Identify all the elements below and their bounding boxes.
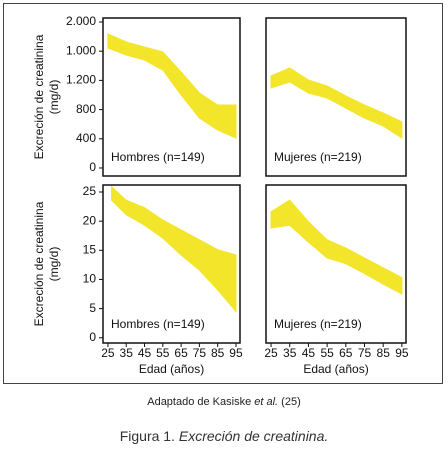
x-tick-label: 45	[138, 346, 152, 360]
x-tick-label: 25	[264, 346, 278, 360]
y-tick-label: 1.200	[66, 73, 96, 87]
plot-frame	[102, 17, 241, 177]
x-tick-label: 75	[358, 346, 372, 360]
panel-label: Mujeres (n=219)	[274, 150, 362, 164]
y-axis-label: (mg/d)	[47, 247, 61, 282]
x-axis-label: Edad (años)	[139, 362, 204, 376]
range-band	[111, 185, 237, 313]
plot-frame	[102, 184, 241, 344]
x-tick-label: 95	[229, 346, 243, 360]
y-tick-label: 25	[83, 184, 97, 198]
x-tick-label: 95	[395, 346, 409, 360]
y-axis-label: Excreción de creatinina	[32, 201, 46, 326]
y-axis-label: Excreción de creatinina	[32, 34, 46, 159]
range-band	[107, 33, 237, 139]
x-tick-label: 85	[377, 346, 391, 360]
y-tick-label: 15	[83, 242, 97, 256]
x-axis-label: Edad (años)	[303, 362, 368, 376]
plot-frame	[265, 17, 407, 177]
x-tick-label: 45	[302, 346, 316, 360]
x-tick-label: 25	[101, 346, 115, 360]
x-tick-label: 55	[320, 346, 334, 360]
source-italic: et al.	[254, 396, 278, 408]
panel-label: Hombres (n=149)	[111, 150, 205, 164]
panel-label: Hombres (n=149)	[111, 317, 205, 331]
x-tick-label: 65	[174, 346, 188, 360]
plot-frame	[265, 184, 407, 344]
panel-label: Mujeres (n=219)	[274, 317, 362, 331]
x-tick-label: 35	[120, 346, 134, 360]
source-note: Adaptado de Kasiske et al. (25)	[147, 396, 301, 408]
y-tick-label: 20	[83, 213, 97, 227]
figure-caption: Figura 1. Excreción de creatinina.	[120, 428, 329, 444]
caption-title: Excreción de creatinina.	[179, 428, 328, 444]
y-tick-label: 400	[76, 131, 96, 145]
figure-frame	[3, 3, 443, 384]
y-tick-label: 1.000	[66, 43, 96, 57]
x-tick-label: 35	[283, 346, 297, 360]
y-tick-label: 800	[76, 102, 96, 116]
range-band	[270, 199, 403, 295]
y-tick-label: 2.000	[66, 14, 96, 28]
x-tick-label: 55	[156, 346, 170, 360]
y-axis-label: (mg/d)	[47, 80, 61, 115]
x-tick-label: 65	[339, 346, 353, 360]
x-tick-label: 75	[193, 346, 207, 360]
x-tick-label: 85	[211, 346, 225, 360]
caption-label: Figura 1.	[120, 428, 179, 444]
y-tick-label: 0	[89, 160, 96, 174]
y-tick-label: 10	[83, 272, 97, 286]
y-tick-label: 5	[89, 301, 96, 315]
source-text: Adaptado de Kasiske	[147, 396, 254, 408]
range-band	[270, 67, 403, 139]
y-tick-label: 0	[89, 330, 96, 344]
source-text: (25)	[278, 396, 301, 408]
